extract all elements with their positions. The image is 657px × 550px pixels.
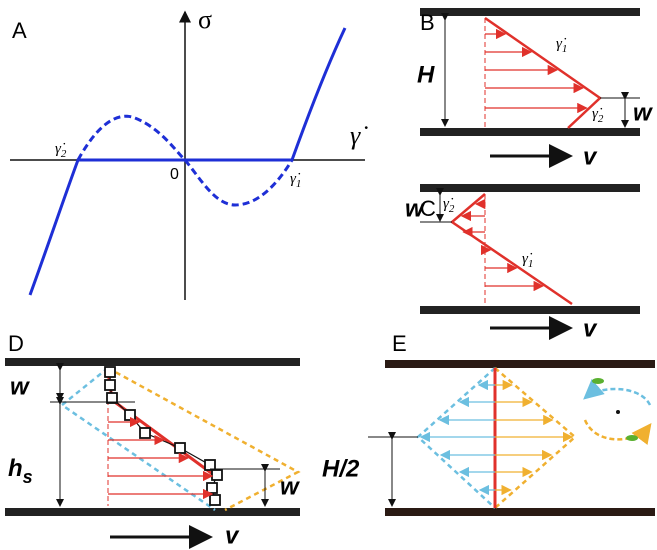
panel-b: B H γ̇1 γ̇2 w v (417, 8, 653, 170)
panel-d-text-tspan: s (23, 467, 33, 487)
panel-e-text: E (392, 331, 407, 356)
panel-c-text: γ̇1 (522, 251, 533, 269)
panel-b-text: γ̇1 (556, 36, 567, 54)
panel-a-path (76, 114, 294, 207)
panel-e-polyline (416, 367, 496, 509)
measurement-square (209, 494, 221, 506)
panel-e-polyline (494, 367, 577, 509)
measurement-square (106, 392, 118, 404)
panel-b-text: v (583, 143, 598, 170)
measurement-square (211, 469, 223, 481)
measurement-square (139, 427, 151, 439)
panel-e-path (583, 419, 652, 445)
panel-b-text-tspan: 2 (598, 113, 604, 125)
panel-c-text: γ̇2 (443, 196, 455, 214)
panel-b-text: B (420, 10, 435, 35)
panel-e-ellipse (626, 435, 638, 441)
panel-c-text: v (583, 315, 598, 342)
measurement-square (206, 482, 218, 494)
panel-d-polyline (106, 367, 219, 480)
panel-a-text: σ (198, 5, 212, 34)
panel-b-text: H (417, 61, 435, 88)
panel-a-text: γ̇ (350, 121, 368, 150)
panel-d-text: hs (8, 455, 33, 486)
panel-c-text-tspan: γ̇ (522, 251, 533, 267)
panel-a-text-tspan: 2 (61, 148, 67, 160)
panel-c: C w γ̇2 γ̇1 v (405, 184, 640, 342)
panel-d-text: D (8, 331, 24, 356)
measurement-square (104, 379, 116, 391)
panel-a-text: 0 (170, 166, 179, 183)
panel-a-path (28, 27, 347, 296)
panel-e-path (583, 378, 652, 406)
panel-e-ellipse (592, 378, 604, 384)
panel-c-text-tspan: 1 (528, 258, 534, 270)
panel-c-text-tspan: γ̇ (443, 196, 454, 212)
panel-c-polyline (449, 193, 573, 306)
panel-b-text: w (633, 99, 653, 126)
panel-a-text-tspan: 1 (296, 178, 302, 190)
panel-b-text-tspan: γ̇ (592, 106, 603, 122)
panel-d-polyline (107, 366, 301, 512)
panel-e-text: H/2 (322, 455, 360, 482)
measurement-square (204, 459, 216, 471)
panel-d-polyline (109, 372, 218, 501)
panel-a-text: γ̇1 (290, 171, 301, 189)
panel-e: E H/2 (322, 331, 655, 516)
measurement-square (104, 366, 116, 378)
panel-a-text-tspan: γ̇ (55, 141, 66, 157)
panel-b-text-tspan: 1 (562, 43, 568, 55)
panel-d: D w hs w v (5, 331, 301, 549)
measurement-square (174, 442, 186, 454)
panel-d-text-tspan: h (8, 455, 23, 482)
panel-b-text-tspan: γ̇ (556, 36, 567, 52)
panel-c-text: C (420, 196, 436, 221)
panel-d-text: w (10, 373, 30, 400)
panel-a-text-tspan: γ̇ (290, 171, 301, 187)
panel-d-polyline (59, 367, 216, 512)
panel-d-text: v (225, 522, 240, 549)
measurement-square (124, 409, 136, 421)
panel-a: A σ γ̇ 0 γ̇2 γ̇1 (10, 5, 368, 300)
panel-c-text: w (405, 195, 425, 222)
panel-d-g (104, 366, 223, 506)
panel-e-circle (616, 410, 620, 414)
panel-b-text: γ̇2 (592, 106, 604, 124)
panel-a-text: γ̇2 (55, 141, 67, 159)
panel-c-text-tspan: 2 (449, 203, 455, 215)
panel-d-text: w (280, 473, 300, 500)
panel-a-text: A (12, 18, 27, 43)
